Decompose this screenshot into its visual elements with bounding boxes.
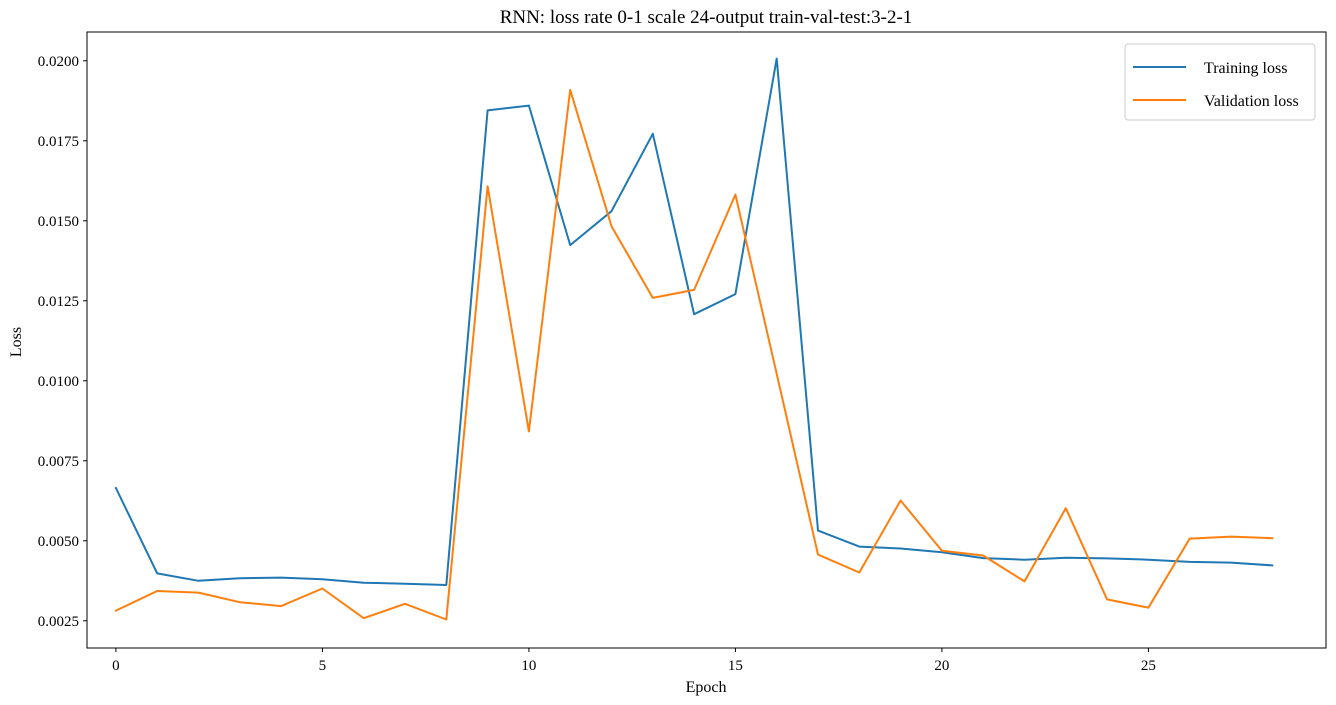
chart-title: RNN: loss rate 0-1 scale 24-output train… xyxy=(500,7,913,28)
x-tick-label: 20 xyxy=(934,658,949,674)
y-tick-label: 0.0100 xyxy=(38,374,79,390)
x-tick-label: 15 xyxy=(728,658,743,674)
y-tick-label: 0.0075 xyxy=(38,454,79,470)
plot-area xyxy=(114,57,1274,621)
x-tick-label: 25 xyxy=(1141,658,1156,674)
y-tick-label: 0.0125 xyxy=(38,294,79,310)
y-tick-label: 0.0150 xyxy=(38,214,79,230)
y-tick-label: 0.0175 xyxy=(38,134,79,150)
x-axis-label: Epoch xyxy=(686,679,727,696)
y-tick-label: 0.0200 xyxy=(38,54,79,70)
y-tick-label: 0.0050 xyxy=(38,534,79,550)
legend-label-0: Training loss xyxy=(1204,60,1287,77)
x-tick-label: 10 xyxy=(521,658,536,674)
series-line-1 xyxy=(114,88,1274,621)
y-axis-label: Loss xyxy=(8,327,25,357)
series-line-0 xyxy=(114,57,1274,586)
plot-frame xyxy=(86,31,1327,649)
legend-label-1: Validation loss xyxy=(1204,93,1299,110)
x-tick-label: 0 xyxy=(112,658,120,674)
x-tick-label: 5 xyxy=(319,658,327,674)
y-tick-label: 0.0025 xyxy=(38,614,79,630)
axes: 0 5 10 15 20 25 0.0025 0.0050 0.0075 0.0100 0.0125… xyxy=(38,31,1327,674)
legend: Training loss Validation loss xyxy=(1124,43,1316,121)
